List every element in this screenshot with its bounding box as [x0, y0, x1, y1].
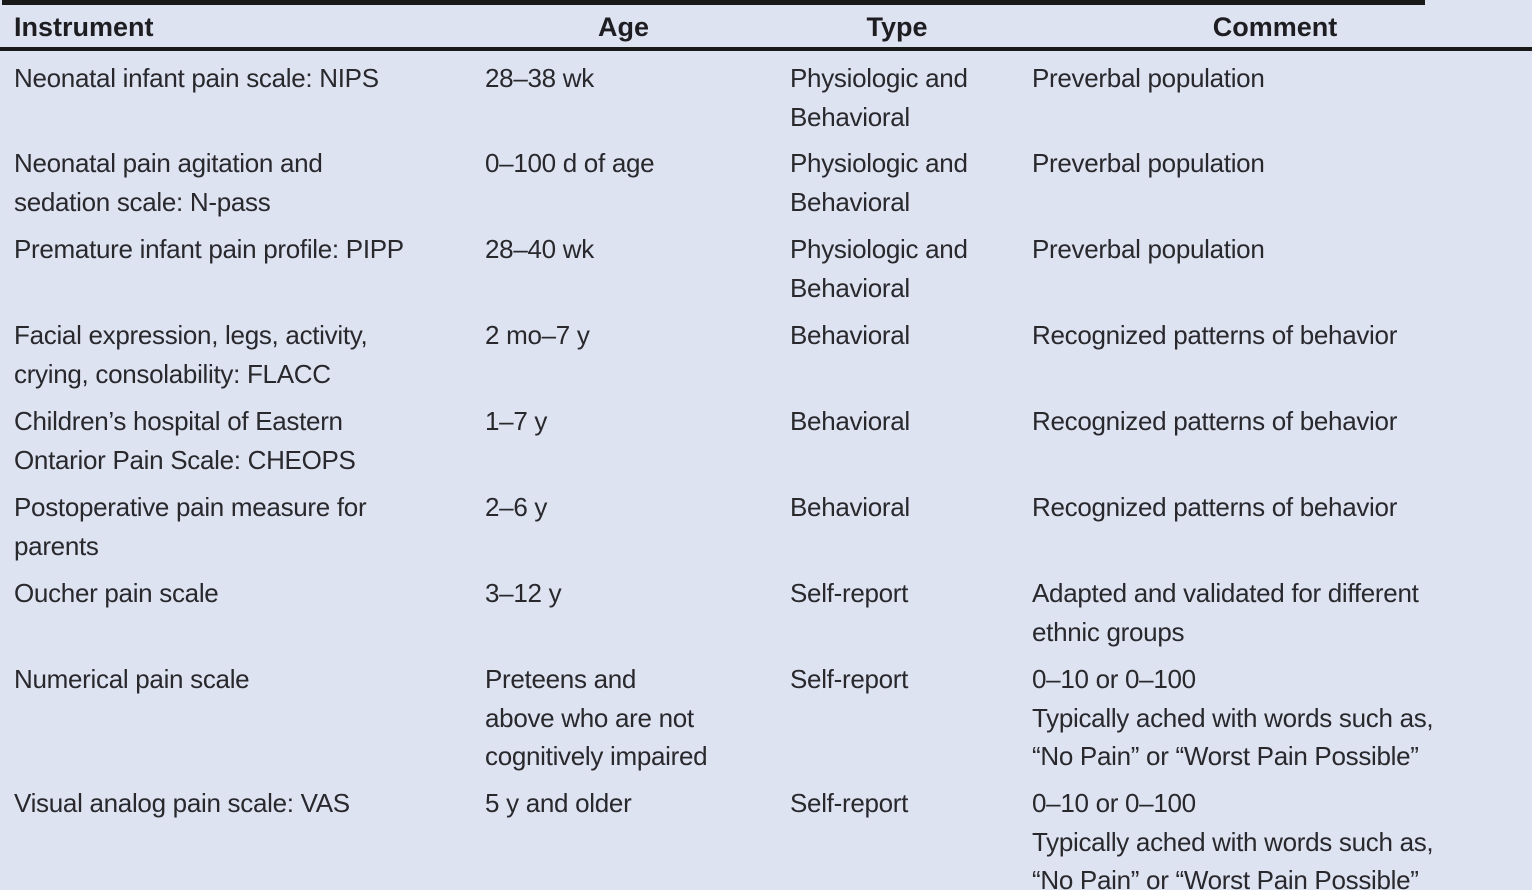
table-body: Neonatal infant pain scale: NIPS 28–38 w…	[0, 49, 1532, 890]
cell-comment: 0–10 or 0–100 Typically ached with words…	[1032, 788, 1434, 890]
cell-instrument: Numerical pain scale	[14, 664, 250, 694]
cell-comment: Recognized patterns of behavior	[1032, 320, 1398, 350]
cell-age: 0–100 d of age	[485, 148, 655, 178]
cell-age: Preteens and above who are not cognitive…	[485, 664, 708, 771]
cell-type: Self-report	[790, 664, 909, 694]
cell-type: Physiologic and Behavioral	[790, 63, 968, 132]
cell-type: Physiologic and Behavioral	[790, 148, 968, 217]
cell-comment: Preverbal population	[1032, 148, 1265, 178]
table-row: Postoperative pain measure for parents 2…	[0, 480, 1532, 566]
cell-age: 2 mo–7 y	[485, 320, 590, 350]
cell-age: 2–6 y	[485, 492, 548, 522]
cell-type: Self-report	[790, 788, 909, 818]
cell-type: Behavioral	[790, 406, 910, 436]
cell-instrument: Postoperative pain measure for parents	[14, 492, 367, 561]
cell-instrument: Oucher pain scale	[14, 578, 219, 608]
cell-type: Physiologic and Behavioral	[790, 234, 968, 303]
cell-type: Behavioral	[790, 492, 910, 522]
table-row: Oucher pain scale 3–12 y Self-report Ada…	[0, 566, 1532, 652]
cell-comment: Recognized patterns of behavior	[1032, 492, 1398, 522]
cell-comment: 0–10 or 0–100 Typically ached with words…	[1032, 664, 1434, 771]
cell-instrument: Neonatal infant pain scale: NIPS	[14, 63, 379, 93]
table-row: Numerical pain scale Preteens and above …	[0, 652, 1532, 776]
cell-age: 28–40 wk	[485, 234, 594, 264]
table-row: Premature infant pain profile: PIPP 28–4…	[0, 222, 1532, 308]
table-row: Neonatal infant pain scale: NIPS 28–38 w…	[0, 49, 1532, 136]
cell-instrument: Children’s hospital of Eastern Ontarior …	[14, 406, 356, 475]
cell-age: 1–7 y	[485, 406, 548, 436]
table-row: Facial expression, legs, activity, cryin…	[0, 308, 1532, 394]
cell-age: 28–38 wk	[485, 63, 594, 93]
table-row: Visual analog pain scale: VAS 5 y and ol…	[0, 776, 1532, 890]
cell-age: 3–12 y	[485, 578, 562, 608]
cell-instrument: Visual analog pain scale: VAS	[14, 788, 350, 818]
table-row: Neonatal pain agitation and sedation sca…	[0, 136, 1532, 222]
cell-age: 5 y and older	[485, 788, 632, 818]
cell-instrument: Premature infant pain profile: PIPP	[14, 234, 404, 264]
cell-type: Self-report	[790, 578, 909, 608]
header-row: Instrument Age Type Comment	[0, 0, 1532, 51]
cell-type: Behavioral	[790, 320, 910, 350]
header-type: Type	[776, 0, 1018, 51]
table-row: Children’s hospital of Eastern Ontarior …	[0, 394, 1532, 480]
cell-comment: Preverbal population	[1032, 63, 1265, 93]
cell-comment: Recognized patterns of behavior	[1032, 406, 1398, 436]
header-comment: Comment	[1018, 0, 1532, 51]
header-age: Age	[471, 0, 776, 51]
header-instrument: Instrument	[0, 0, 471, 51]
table-header: Instrument Age Type Comment	[0, 0, 1532, 51]
table-top-rule	[2, 0, 1425, 5]
cell-comment: Adapted and validated for different ethn…	[1032, 578, 1419, 647]
cell-comment: Preverbal population	[1032, 234, 1265, 264]
cell-instrument: Facial expression, legs, activity, cryin…	[14, 320, 368, 389]
cell-instrument: Neonatal pain agitation and sedation sca…	[14, 148, 323, 217]
